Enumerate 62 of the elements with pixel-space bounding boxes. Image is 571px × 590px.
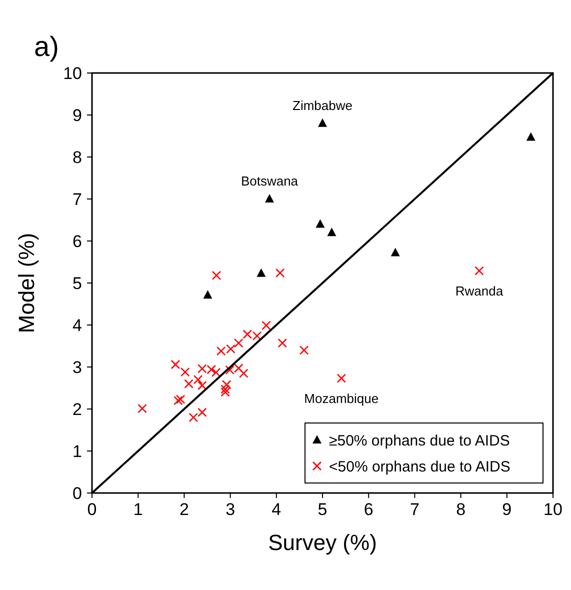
point	[220, 388, 230, 397]
legend-label: <50% orphans due to AIDS	[329, 458, 510, 476]
y-tick-label: 8	[72, 148, 82, 167]
point	[239, 368, 248, 378]
point	[264, 194, 274, 202]
point	[275, 268, 285, 278]
point	[174, 396, 183, 406]
point	[184, 379, 194, 388]
x-tick-label: 0	[87, 500, 97, 519]
point	[327, 228, 336, 236]
legend-label: ≥50% orphans due to AIDS	[329, 432, 510, 450]
x-tick-label: 8	[456, 500, 466, 519]
point	[336, 374, 346, 383]
x-tick-label: 9	[502, 500, 512, 519]
x-tick-label: 7	[410, 500, 420, 519]
x-tick-label: 2	[179, 500, 189, 519]
y-tick-label: 5	[72, 274, 82, 293]
point	[203, 290, 212, 299]
annotation: Mozambique	[304, 390, 379, 406]
y-tick-label: 4	[72, 316, 82, 335]
x-axis-title: Survey (%)	[268, 530, 377, 555]
point	[188, 412, 198, 422]
point	[474, 266, 484, 276]
point	[180, 367, 190, 377]
point	[222, 380, 232, 390]
y-tick-label: 3	[72, 358, 82, 377]
point	[212, 270, 222, 280]
point	[220, 384, 230, 394]
annotation: Botswana	[240, 174, 299, 189]
point	[256, 268, 266, 277]
text: a)	[34, 30, 59, 62]
point	[170, 360, 180, 370]
annotation: Rwanda	[455, 283, 504, 298]
y-tick-label: 0	[72, 484, 82, 503]
point	[176, 394, 186, 404]
point	[198, 380, 207, 390]
y-axis-title: Model (%)	[14, 232, 39, 334]
point	[138, 404, 147, 414]
y-tick-label: 2	[72, 400, 82, 419]
x-tick-label: 10	[544, 500, 562, 519]
point	[316, 219, 325, 228]
y-tick-label: 7	[72, 190, 82, 209]
annotation: Zimbabwe	[292, 98, 352, 113]
point	[526, 132, 536, 141]
point	[198, 408, 207, 418]
x-tick-label: 6	[364, 500, 374, 519]
x-tick-label: 5	[318, 500, 328, 519]
x-tick-label: 1	[133, 500, 143, 519]
y-tick-label: 10	[63, 64, 82, 83]
point	[318, 118, 327, 127]
point	[262, 320, 271, 330]
point	[299, 346, 309, 355]
y-tick-label: 1	[72, 442, 82, 461]
point	[211, 368, 221, 378]
point	[278, 338, 288, 348]
y-tick-label: 6	[72, 232, 82, 251]
point	[193, 374, 203, 384]
x-tick-label: 3	[226, 500, 236, 519]
y-tick-label: 9	[72, 106, 82, 125]
x-tick-label: 4	[272, 500, 282, 519]
point	[390, 248, 400, 256]
point	[234, 338, 244, 348]
